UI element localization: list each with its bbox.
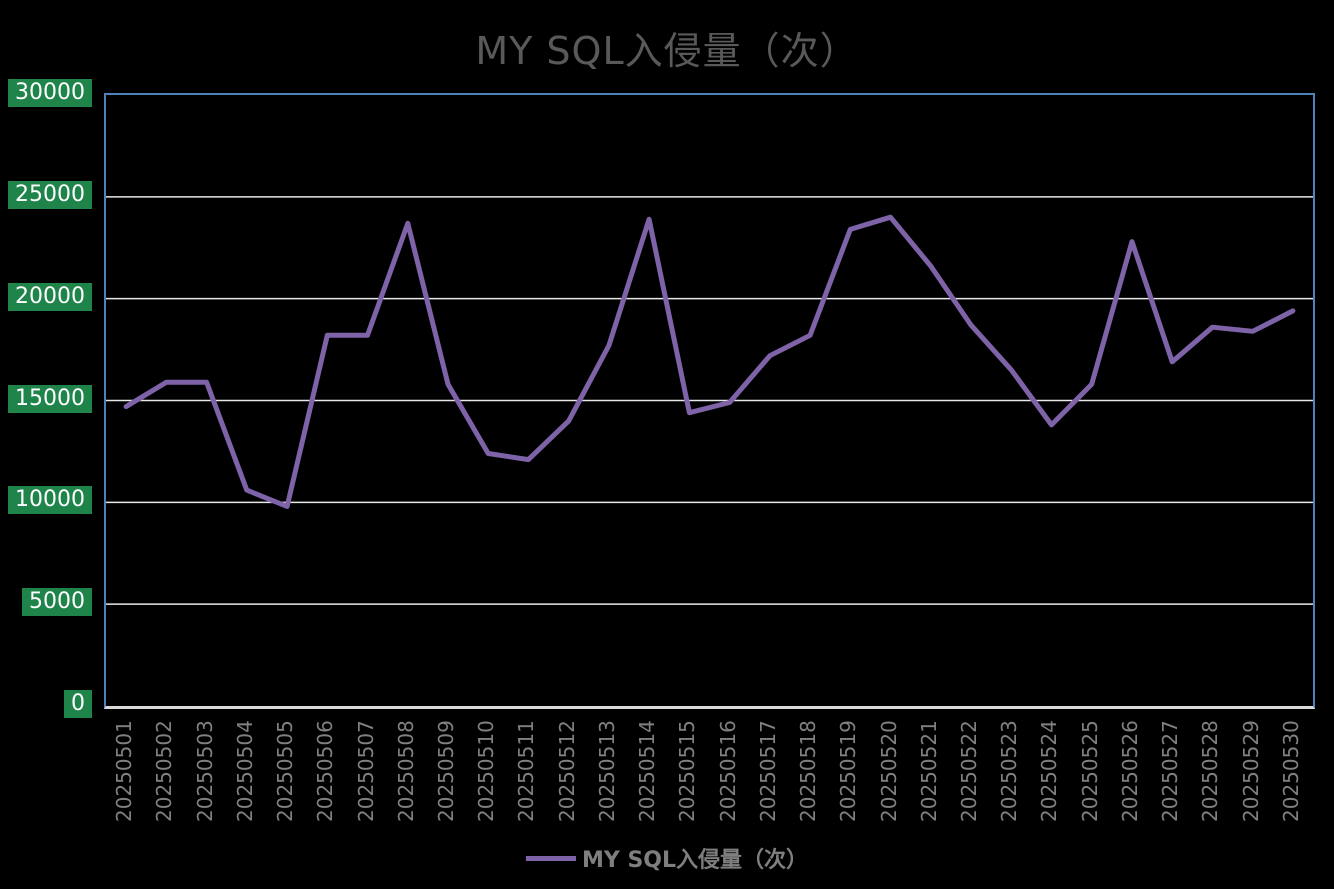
x-axis-label: 20250522 (957, 720, 982, 822)
x-axis-label: 20250520 (876, 720, 901, 822)
x-axis-label: 20250530 (1278, 720, 1303, 822)
x-axis-label: 20250505 (273, 720, 298, 822)
x-axis-label: 20250514 (635, 720, 660, 822)
x-axis-label: 20250521 (916, 720, 941, 822)
x-axis-label: 20250526 (1117, 720, 1142, 822)
line-plot-svg (106, 196, 1313, 605)
x-axis-label: 20250506 (313, 720, 338, 822)
x-axis-label: 20250507 (353, 720, 378, 822)
y-axis-label: 20000 (8, 282, 92, 311)
x-axis-label: 20250515 (675, 720, 700, 822)
legend: MY SQL入侵量（次） (0, 840, 1334, 876)
x-axis-label: 20250516 (715, 720, 740, 822)
legend-line-swatch (525, 855, 576, 861)
plot-area (104, 93, 1315, 709)
x-axis-label: 20250527 (1158, 720, 1183, 822)
y-axis-label: 5000 (22, 588, 92, 617)
x-axis-label: 20250501 (112, 720, 137, 822)
x-axis-label: 20250508 (393, 720, 418, 822)
x-axis-label: 20250503 (192, 720, 217, 822)
y-axis-label: 30000 (8, 79, 92, 107)
y-axis-label: 15000 (8, 384, 92, 413)
y-axis-labels: 0 5000 10000 15000 20000 25000 30000 (0, 0, 92, 889)
x-axis-label: 20250512 (554, 720, 579, 822)
x-axis-label: 20250525 (1077, 720, 1102, 822)
x-axis-label: 20250509 (433, 720, 458, 822)
chart-title: MY SQL入侵量（次） (475, 29, 859, 73)
x-axis-label: 20250523 (997, 720, 1022, 822)
x-axis-label: 20250513 (594, 720, 619, 822)
x-axis-label: 20250510 (474, 720, 499, 822)
x-axis-label: 20250519 (836, 720, 861, 822)
x-axis-label: 20250504 (232, 720, 257, 822)
x-axis-label: 20250529 (1238, 720, 1263, 822)
y-axis-label: 0 (64, 690, 92, 718)
legend-label: MY SQL入侵量（次） (581, 848, 809, 873)
y-axis-label: 25000 (8, 180, 92, 209)
x-axis-label: 20250524 (1037, 720, 1062, 822)
y-axis-label: 10000 (8, 486, 92, 515)
x-axis-label: 20250511 (514, 720, 539, 822)
x-axis-label: 20250518 (796, 720, 821, 822)
x-axis-label: 20250502 (152, 720, 177, 822)
x-axis-label: 20250528 (1198, 720, 1223, 822)
series-line (123, 214, 1296, 509)
x-axis-label: 20250517 (755, 720, 780, 822)
